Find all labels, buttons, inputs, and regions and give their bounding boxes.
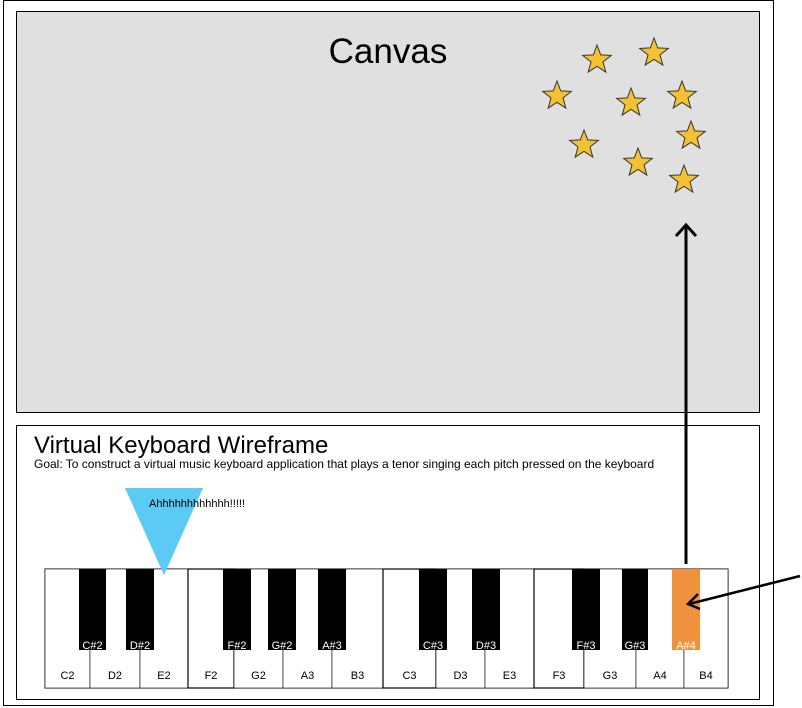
star-icon xyxy=(668,163,700,194)
black-key[interactable] xyxy=(318,569,346,650)
black-key-pressed[interactable] xyxy=(672,569,700,650)
black-key-label: A#3 xyxy=(322,640,342,652)
black-key[interactable] xyxy=(223,569,251,650)
white-key-label: D2 xyxy=(108,670,122,682)
white-key-label: B3 xyxy=(351,670,364,682)
black-key[interactable] xyxy=(622,569,648,650)
white-key-label: E2 xyxy=(157,670,170,682)
tenor-speech-text: Ahhhhhhhhhhhh!!!!! xyxy=(149,498,246,510)
star-icon xyxy=(581,43,613,74)
black-key-label: D#2 xyxy=(130,640,150,652)
arrow-to-canvas-head xyxy=(674,222,698,238)
arrow-to-pressed-key-head xyxy=(685,593,701,611)
white-key-label: E3 xyxy=(503,670,516,682)
canvas-title: Canvas xyxy=(328,32,448,71)
white-key-label: F3 xyxy=(553,670,566,682)
black-key-label: G#3 xyxy=(625,640,646,652)
black-key[interactable] xyxy=(79,569,106,650)
white-key-label: B4 xyxy=(699,670,712,682)
keyboard-goal-text: Goal: To construct a virtual music keybo… xyxy=(34,457,655,471)
arrow-to-pressed-key xyxy=(688,574,801,606)
black-key-label: F#2 xyxy=(228,640,247,652)
star-icon xyxy=(675,119,707,150)
black-keys: C#2 D#2 F#2 G#2 A#3 C#3 D#3 F#3 G#3 A#4 xyxy=(79,569,700,652)
star-icon xyxy=(541,79,573,110)
black-key-label: C#3 xyxy=(423,640,443,652)
white-key-label: F2 xyxy=(205,670,218,682)
white-key-label: C3 xyxy=(402,670,416,682)
black-key-label: C#2 xyxy=(82,640,102,652)
star-icon xyxy=(568,128,600,159)
white-key-label: G2 xyxy=(251,670,266,682)
black-key[interactable] xyxy=(268,569,296,650)
star-cluster xyxy=(541,36,707,194)
white-key-label: D3 xyxy=(453,670,467,682)
black-key[interactable] xyxy=(472,569,500,650)
star-icon xyxy=(622,146,654,177)
black-key[interactable] xyxy=(419,569,447,650)
keyboard-title: Virtual Keyboard Wireframe xyxy=(34,432,329,459)
star-icon xyxy=(615,86,647,117)
star-icon xyxy=(638,36,670,67)
black-key-label: D#3 xyxy=(476,640,496,652)
black-key-label: F#3 xyxy=(577,640,596,652)
white-key-label: A3 xyxy=(301,670,314,682)
black-key[interactable] xyxy=(126,569,154,650)
black-key-label: G#2 xyxy=(272,640,293,652)
pointer-triangle xyxy=(125,488,203,575)
white-key-label: A4 xyxy=(653,670,666,682)
white-key-label: G3 xyxy=(603,670,618,682)
black-key[interactable] xyxy=(572,569,600,650)
canvas-panel: Canvas xyxy=(16,11,760,413)
star-icon xyxy=(666,79,698,110)
white-key-label: C2 xyxy=(60,670,74,682)
black-key-label: A#4 xyxy=(676,640,696,652)
